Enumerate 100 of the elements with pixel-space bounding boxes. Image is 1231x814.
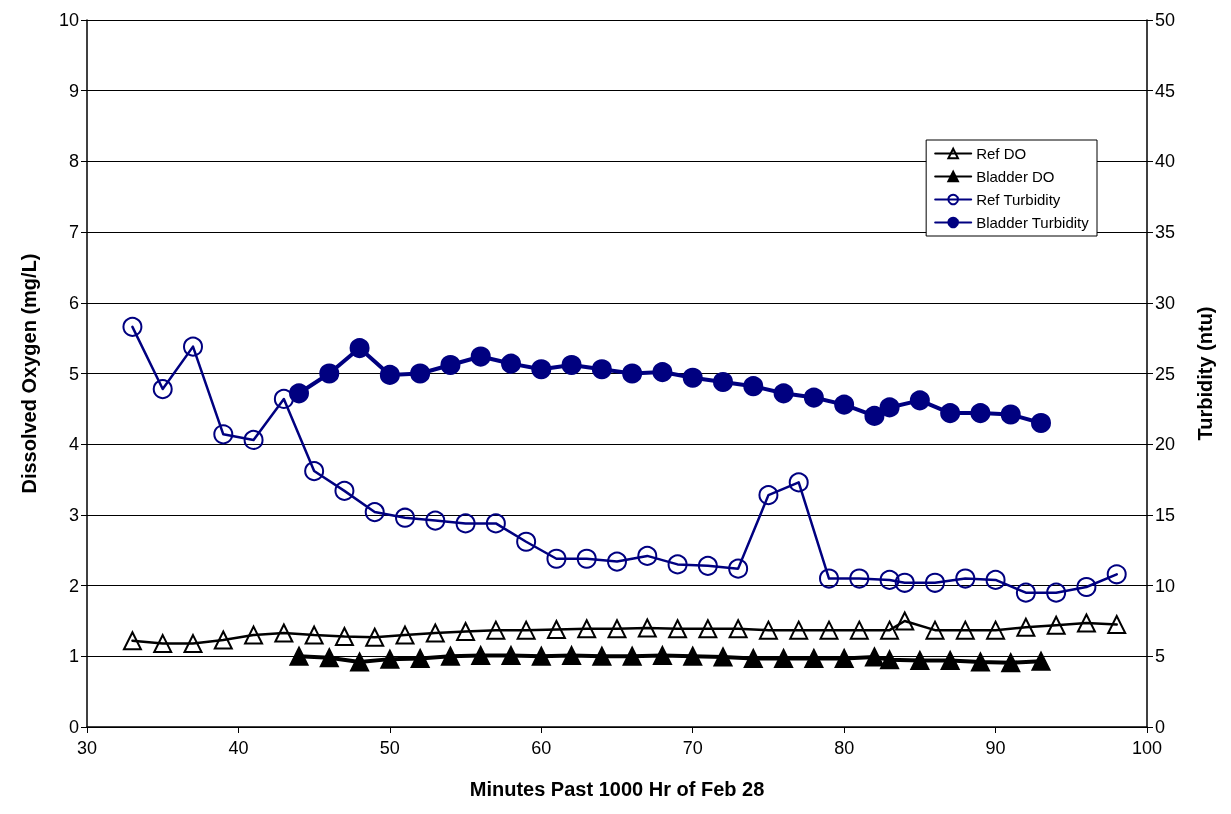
y2-tick-label: 5	[1155, 646, 1166, 667]
point	[804, 648, 824, 668]
point	[1046, 615, 1066, 635]
point	[864, 647, 884, 667]
point	[819, 568, 839, 589]
point	[879, 397, 900, 418]
point	[122, 316, 143, 337]
point	[728, 558, 749, 579]
point	[244, 625, 264, 645]
y2-tick-label: 40	[1155, 151, 1176, 172]
point	[819, 620, 839, 640]
y2-tick-label: 10	[1155, 575, 1176, 596]
point	[122, 631, 142, 651]
point	[213, 630, 233, 650]
point	[879, 569, 900, 590]
point	[1046, 582, 1067, 603]
point	[955, 620, 975, 640]
y2-tick-label: 45	[1155, 80, 1176, 101]
point	[894, 572, 915, 593]
point	[668, 619, 688, 639]
x-tick-label: 60	[531, 738, 552, 758]
x-tick-label: 90	[985, 738, 1006, 758]
point	[637, 618, 657, 638]
point	[743, 376, 764, 397]
point	[728, 619, 748, 639]
y2-tick-label: 0	[1155, 717, 1166, 737]
point	[243, 429, 264, 450]
point	[985, 569, 1006, 590]
x-axis-title: Minutes Past 1000 Hr of Feb 28	[469, 778, 765, 800]
legend-label: Bladder DO	[976, 168, 1055, 185]
point	[1106, 564, 1127, 585]
point	[1107, 614, 1127, 634]
point	[713, 371, 733, 392]
point	[546, 619, 566, 639]
point	[683, 646, 703, 666]
y2-tick-label: 20	[1155, 434, 1176, 455]
point	[652, 362, 673, 383]
point	[440, 355, 461, 376]
point	[501, 353, 521, 374]
y2-tick-label: 30	[1155, 292, 1176, 313]
y-tick-label: 5	[68, 363, 79, 384]
point	[576, 548, 597, 569]
point	[1015, 582, 1036, 603]
point	[713, 647, 733, 667]
point	[682, 367, 703, 388]
legend-label: Ref DO	[976, 145, 1027, 162]
point	[486, 620, 506, 640]
y-axis-title: Dissolved Oxygen (mg/L)	[18, 253, 40, 494]
point	[380, 649, 400, 669]
point	[607, 619, 627, 639]
y-tick-label: 7	[68, 222, 79, 243]
x-tick-label: 100	[1131, 738, 1163, 758]
point	[789, 620, 809, 640]
y-tick-label: 10	[58, 10, 79, 30]
x-tick-label: 80	[834, 738, 855, 758]
point	[925, 620, 945, 640]
y-tick-label: 1	[68, 646, 79, 667]
point	[440, 646, 460, 666]
point	[304, 461, 325, 482]
point	[773, 383, 794, 404]
point	[471, 646, 491, 666]
point	[1076, 577, 1097, 598]
point	[909, 390, 930, 411]
point	[986, 620, 1006, 640]
point	[183, 336, 203, 357]
y-tick-label: 3	[68, 504, 79, 525]
point	[425, 510, 446, 531]
point	[410, 363, 431, 384]
point	[516, 620, 536, 640]
x-tick-label: 50	[379, 738, 400, 758]
point	[955, 568, 976, 589]
point	[152, 379, 173, 400]
point	[925, 572, 945, 593]
point	[455, 513, 476, 534]
point	[1016, 617, 1036, 637]
point	[319, 363, 340, 384]
y-tick-label: 8	[68, 151, 79, 172]
point	[834, 394, 855, 415]
point	[319, 648, 339, 668]
point	[849, 620, 869, 640]
point	[622, 363, 643, 384]
point	[395, 625, 415, 645]
point	[289, 383, 309, 404]
point	[410, 648, 430, 668]
point	[379, 364, 400, 385]
point	[485, 513, 506, 534]
point	[788, 472, 809, 493]
point	[183, 634, 203, 654]
point	[849, 568, 870, 589]
point	[834, 648, 854, 668]
point	[531, 646, 551, 666]
point	[895, 611, 915, 631]
y-tick-label: 0	[68, 717, 79, 737]
point	[546, 548, 567, 569]
point	[652, 646, 672, 666]
point	[289, 646, 309, 666]
point	[864, 405, 885, 426]
x-tick-label: 70	[682, 738, 703, 758]
point	[970, 652, 990, 672]
point	[349, 338, 370, 359]
